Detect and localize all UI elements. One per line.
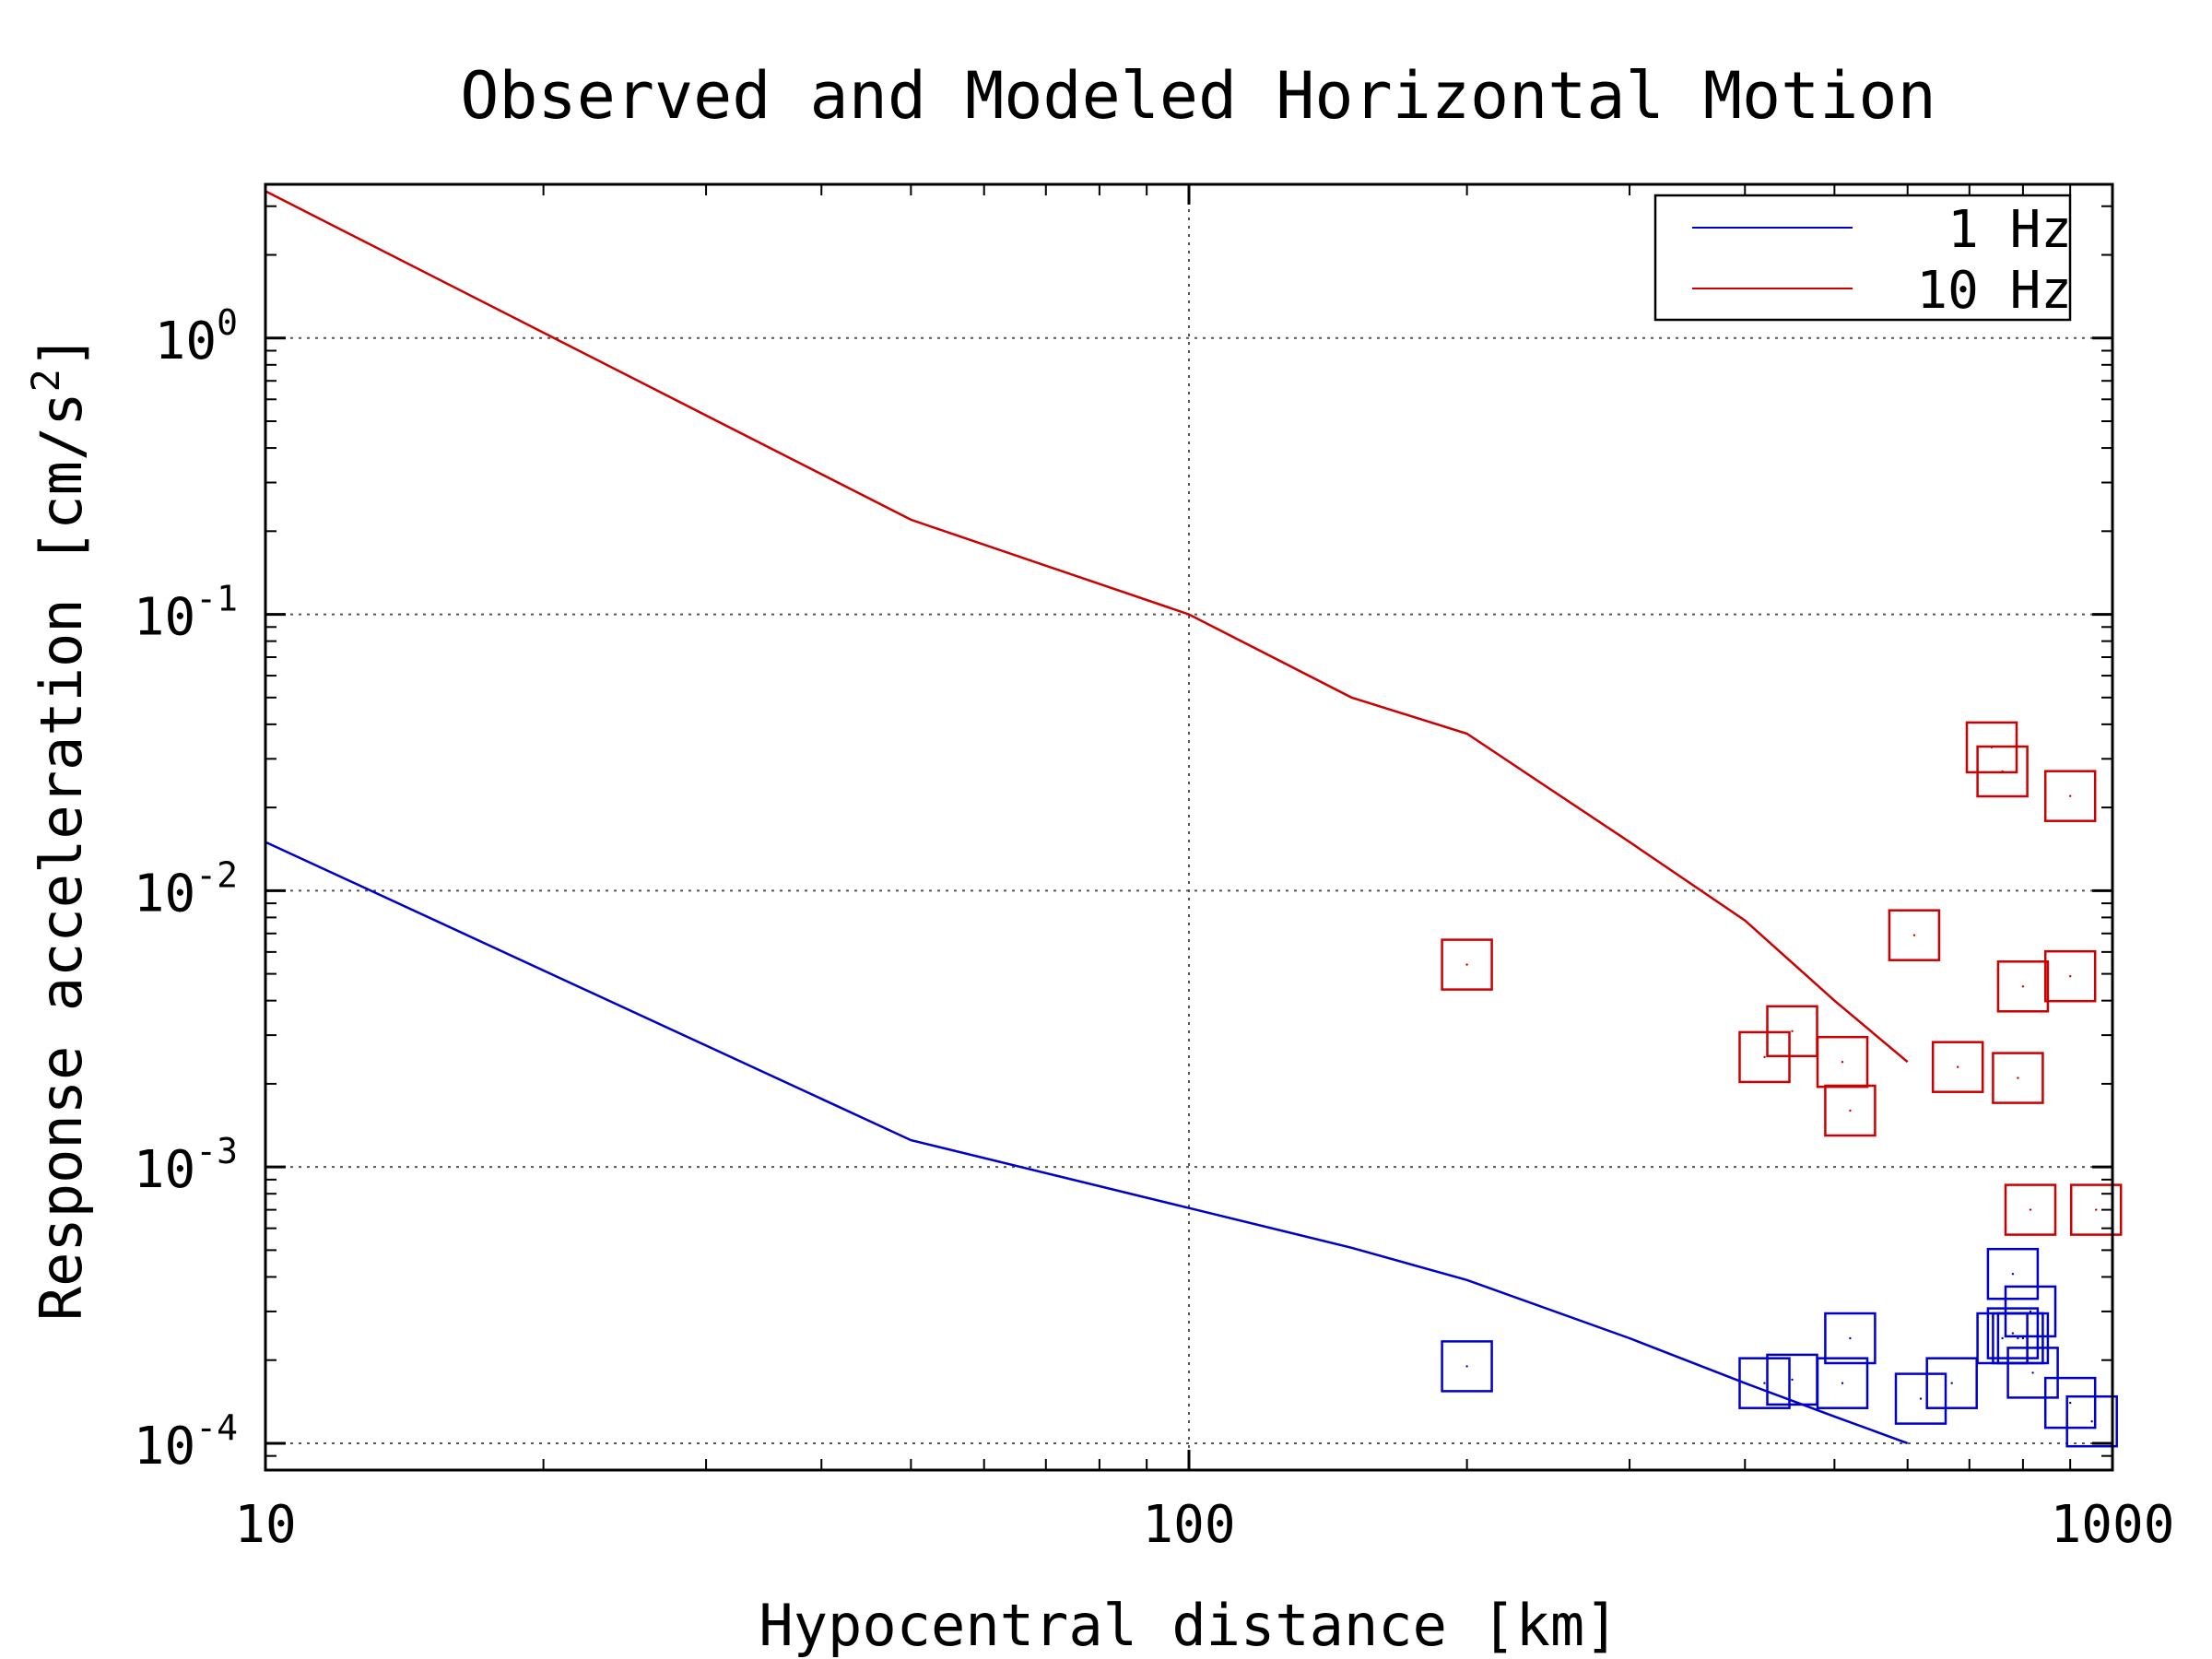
observed-point-center-1hz [1763,1382,1766,1384]
observed-point-center-10hz [2029,1208,2032,1211]
y-tick-exponent: -4 [195,1407,238,1448]
observed-point-1hz [1816,1357,1869,1409]
observed-point-center-1hz [2029,1310,2032,1313]
x-tick-label: 1000 [2051,1495,2175,1555]
y-tick-exponent: -1 [195,579,238,619]
observed-point-center-1hz [1841,1382,1844,1384]
observed-point-10hz [1766,1005,1818,1058]
x-axis-label: Hypocentral distance [km] [759,1592,1618,1659]
x-tick-labels: 10 100 1000 [234,1495,2174,1555]
y-tick-base: 10 [134,1140,195,1200]
observed-point-10hz [2004,1183,2057,1236]
y-tick-exponent: -3 [195,1131,238,1171]
y-tick-exponent: -2 [195,854,238,895]
observed-point-1hz [1925,1357,1978,1409]
observed-point-center-1hz [2031,1371,2034,1374]
observed-point-1hz [1986,1307,2040,1359]
y-tick-base: 10 [134,864,195,924]
observed-point-10hz [2043,770,2097,822]
observed-point-1hz [1738,1357,1791,1409]
y-tick-label: 10-4 [134,1407,238,1477]
observed-point-center-1hz [2090,1420,2093,1423]
observed-point-center-10hz [2069,975,2072,978]
observed-point-center-10hz [1912,934,1916,936]
observed-point-center-10hz [2095,1208,2098,1211]
observed-point-center-10hz [1791,1030,1794,1033]
y-tick-label: 10-3 [134,1131,238,1200]
observed-point-center-1hz [2021,1336,2025,1340]
x-tick-label: 100 [1142,1495,1235,1555]
legend: 1 Hz 10 Hz [1653,194,2072,322]
observed-point-center-10hz [2017,1077,2019,1079]
observed-point-10hz [1441,938,1493,991]
observed-point-1hz [2004,1285,2057,1338]
observed-point-center-10hz [2021,985,2025,988]
observed-point-center-1hz [1791,1378,1794,1382]
observed-point-center-10hz [1763,1055,1766,1059]
observed-point-center-1hz [2011,1273,2015,1276]
observed-point-center-10hz [1849,1109,1852,1112]
grid [265,184,2112,1470]
y-tick-label: 100 [155,302,238,371]
observed-point-10hz [1931,1041,1984,1093]
observed-point-center-1hz [2001,1336,2004,1340]
y-tick-exponent: 0 [217,302,238,343]
observed-point-1hz [2043,1376,2097,1430]
y-axis-label-main: Response acceleration [cm/s [28,392,95,1321]
observed-point-1hz [1986,1247,2040,1300]
chart-title: Observed and Modeled Horizontal Motion [460,58,1936,134]
y-axis-label: Response acceleration [cm/s2] [23,335,95,1321]
model-line-1hz [265,841,1909,1445]
y-tick-base: 10 [134,1417,195,1477]
y-axis-label-end: ] [28,335,95,369]
y-tick-label: 10-2 [134,854,238,924]
x-tick-label: 10 [234,1495,296,1555]
observed-point-1hz [1441,1340,1493,1393]
observed-point-center-10hz [1957,1065,1959,1068]
y-tick-base: 10 [155,312,217,371]
observed-point-10hz [1996,960,2050,1013]
y-tick-label: 10-1 [134,579,238,648]
observed-point-1hz [1894,1372,1947,1425]
observed-point-center-10hz [1465,963,1468,966]
observed-point-center-1hz [1465,1365,1468,1368]
observed-point-center-10hz [1841,1061,1844,1064]
plot-area [265,190,2123,1448]
observed-point-10hz [1976,745,2029,798]
observed-point-center-10hz [2069,794,2072,797]
observed-point-1hz [1996,1312,2050,1365]
observed-point-center-1hz [1950,1382,1953,1384]
observed-point-center-10hz [2001,770,2004,773]
observed-point-center-1hz [2011,1332,2015,1335]
observed-point-10hz [2043,949,2097,1003]
observed-point-10hz [2069,1183,2123,1236]
plot-frame [264,182,2114,1472]
y-axis-label-sup: 2 [23,369,68,392]
observed-point-center-1hz [2017,1336,2019,1340]
observed-point-1hz [2065,1394,2118,1448]
observed-point-1hz [1824,1312,1877,1365]
legend-box [1653,194,2072,322]
observed-point-center-1hz [1849,1336,1852,1340]
observed-point-1hz [2006,1347,2059,1399]
y-tick-base: 10 [134,588,195,648]
observed-point-center-1hz [1919,1397,1923,1400]
model-line-10hz [265,190,1909,1064]
observed-point-center-1hz [2069,1401,2072,1405]
legend-label-1hz: 1 Hz [1947,200,2072,260]
legend-label-10hz: 10 Hz [1916,261,2072,321]
observed-point-10hz [1824,1084,1877,1137]
observed-point-10hz [1888,909,1941,961]
observed-point-10hz [1992,1052,2044,1104]
